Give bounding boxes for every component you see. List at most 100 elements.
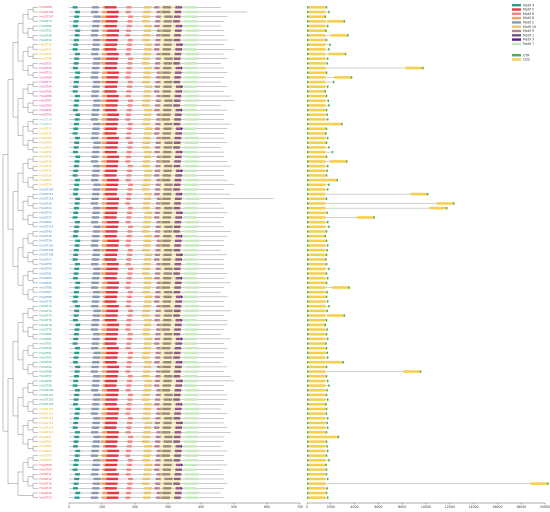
motif-box <box>155 333 161 336</box>
gene-label: HvUGT111 <box>40 192 54 196</box>
motif-box <box>185 244 199 247</box>
motif-box <box>127 80 133 84</box>
gene-label: HvUGT66 <box>40 285 53 289</box>
motif-box <box>74 76 80 79</box>
motif-box <box>72 234 78 238</box>
axis-tick-label: 18000 <box>516 505 526 509</box>
motif-box <box>126 384 132 387</box>
cds-box <box>308 491 326 495</box>
cds-box <box>308 253 326 257</box>
cds-box <box>308 295 326 299</box>
motif-box <box>74 183 80 186</box>
motif-box <box>144 463 153 467</box>
cds-box <box>308 108 326 112</box>
cds-box <box>530 482 548 485</box>
motif-box <box>102 155 109 158</box>
motif-box <box>185 76 199 79</box>
motif-box <box>155 225 162 229</box>
motif-box <box>142 477 151 481</box>
motif-box <box>185 328 199 331</box>
cds-box <box>308 94 326 98</box>
cds-box <box>308 459 326 462</box>
utr-box <box>326 24 329 28</box>
motif-box <box>184 440 198 443</box>
motif-box <box>162 132 171 135</box>
motif-box <box>72 384 78 387</box>
motif-box <box>144 403 152 406</box>
motif-box <box>102 113 109 116</box>
utr-box <box>307 253 309 257</box>
motif-box <box>185 365 200 369</box>
gene-label: HvUGT85 <box>40 89 53 93</box>
motif-box <box>126 6 132 9</box>
motif-box <box>125 52 131 56</box>
utr-box <box>325 319 328 322</box>
motif-box <box>173 206 181 210</box>
motif-box <box>106 160 119 163</box>
cds-box <box>308 384 326 387</box>
motif-box <box>72 24 78 28</box>
motif-box <box>184 482 198 485</box>
motif-box <box>164 477 173 481</box>
cds-box <box>308 113 326 117</box>
motif-box <box>163 398 172 401</box>
motif-box <box>74 136 80 140</box>
gene-label: HvUGT84 <box>40 85 53 89</box>
motif-box <box>105 417 118 420</box>
utr-box <box>307 34 309 37</box>
utr-box <box>307 407 309 411</box>
motif-box <box>73 211 79 215</box>
axis-tick-label: 4000 <box>351 505 359 509</box>
gene-label: HvUGT13 <box>40 71 53 75</box>
motif-box <box>185 136 199 140</box>
motif-box <box>185 29 200 32</box>
motif-box <box>154 234 160 238</box>
gene-label: HvUGT102 <box>40 397 54 401</box>
motif-box <box>142 118 151 121</box>
gene-label: HvUGT94 <box>40 365 53 369</box>
axis-tick-label: 300 <box>165 505 171 509</box>
motif-box <box>126 258 132 261</box>
utr-box <box>307 108 309 112</box>
motif-box <box>156 113 163 116</box>
motif-box <box>101 435 108 439</box>
motif-box <box>92 421 100 425</box>
motif-box <box>107 29 120 32</box>
motif-box <box>173 356 180 359</box>
motif-box <box>174 160 181 163</box>
motif-box <box>174 29 182 32</box>
axis-tick-label: 400 <box>198 505 204 509</box>
utr-box <box>325 197 328 200</box>
motif-box <box>162 305 171 308</box>
motif-box <box>101 80 107 84</box>
motif-box <box>101 333 107 336</box>
cds-box <box>308 85 326 89</box>
motif-box <box>154 6 160 9</box>
motif-box <box>154 132 160 135</box>
motif-box <box>125 202 131 205</box>
motif-box <box>174 473 182 476</box>
motif-box <box>164 393 173 397</box>
utr-box <box>326 113 328 116</box>
motif-box <box>162 52 171 56</box>
motif-box <box>162 136 171 140</box>
legend-label: UTR <box>523 53 530 57</box>
motif-box <box>74 10 80 14</box>
motif-box <box>143 6 152 9</box>
motif-box <box>75 491 81 495</box>
gene-label: HvUGT116 <box>40 426 54 430</box>
motif-box <box>127 375 133 378</box>
motif-box <box>106 141 119 144</box>
motif-box <box>143 197 152 200</box>
motif-box <box>173 459 181 462</box>
cds-box <box>308 141 326 145</box>
motif-box <box>106 34 119 37</box>
utr-box <box>307 496 309 499</box>
gene-label: HvUGT62 <box>40 220 53 224</box>
utr-box <box>307 309 309 313</box>
motif-box <box>91 384 100 387</box>
motif-box <box>75 407 81 411</box>
motif-box <box>156 10 162 14</box>
motif-box <box>143 365 152 369</box>
motif-box <box>75 365 81 369</box>
